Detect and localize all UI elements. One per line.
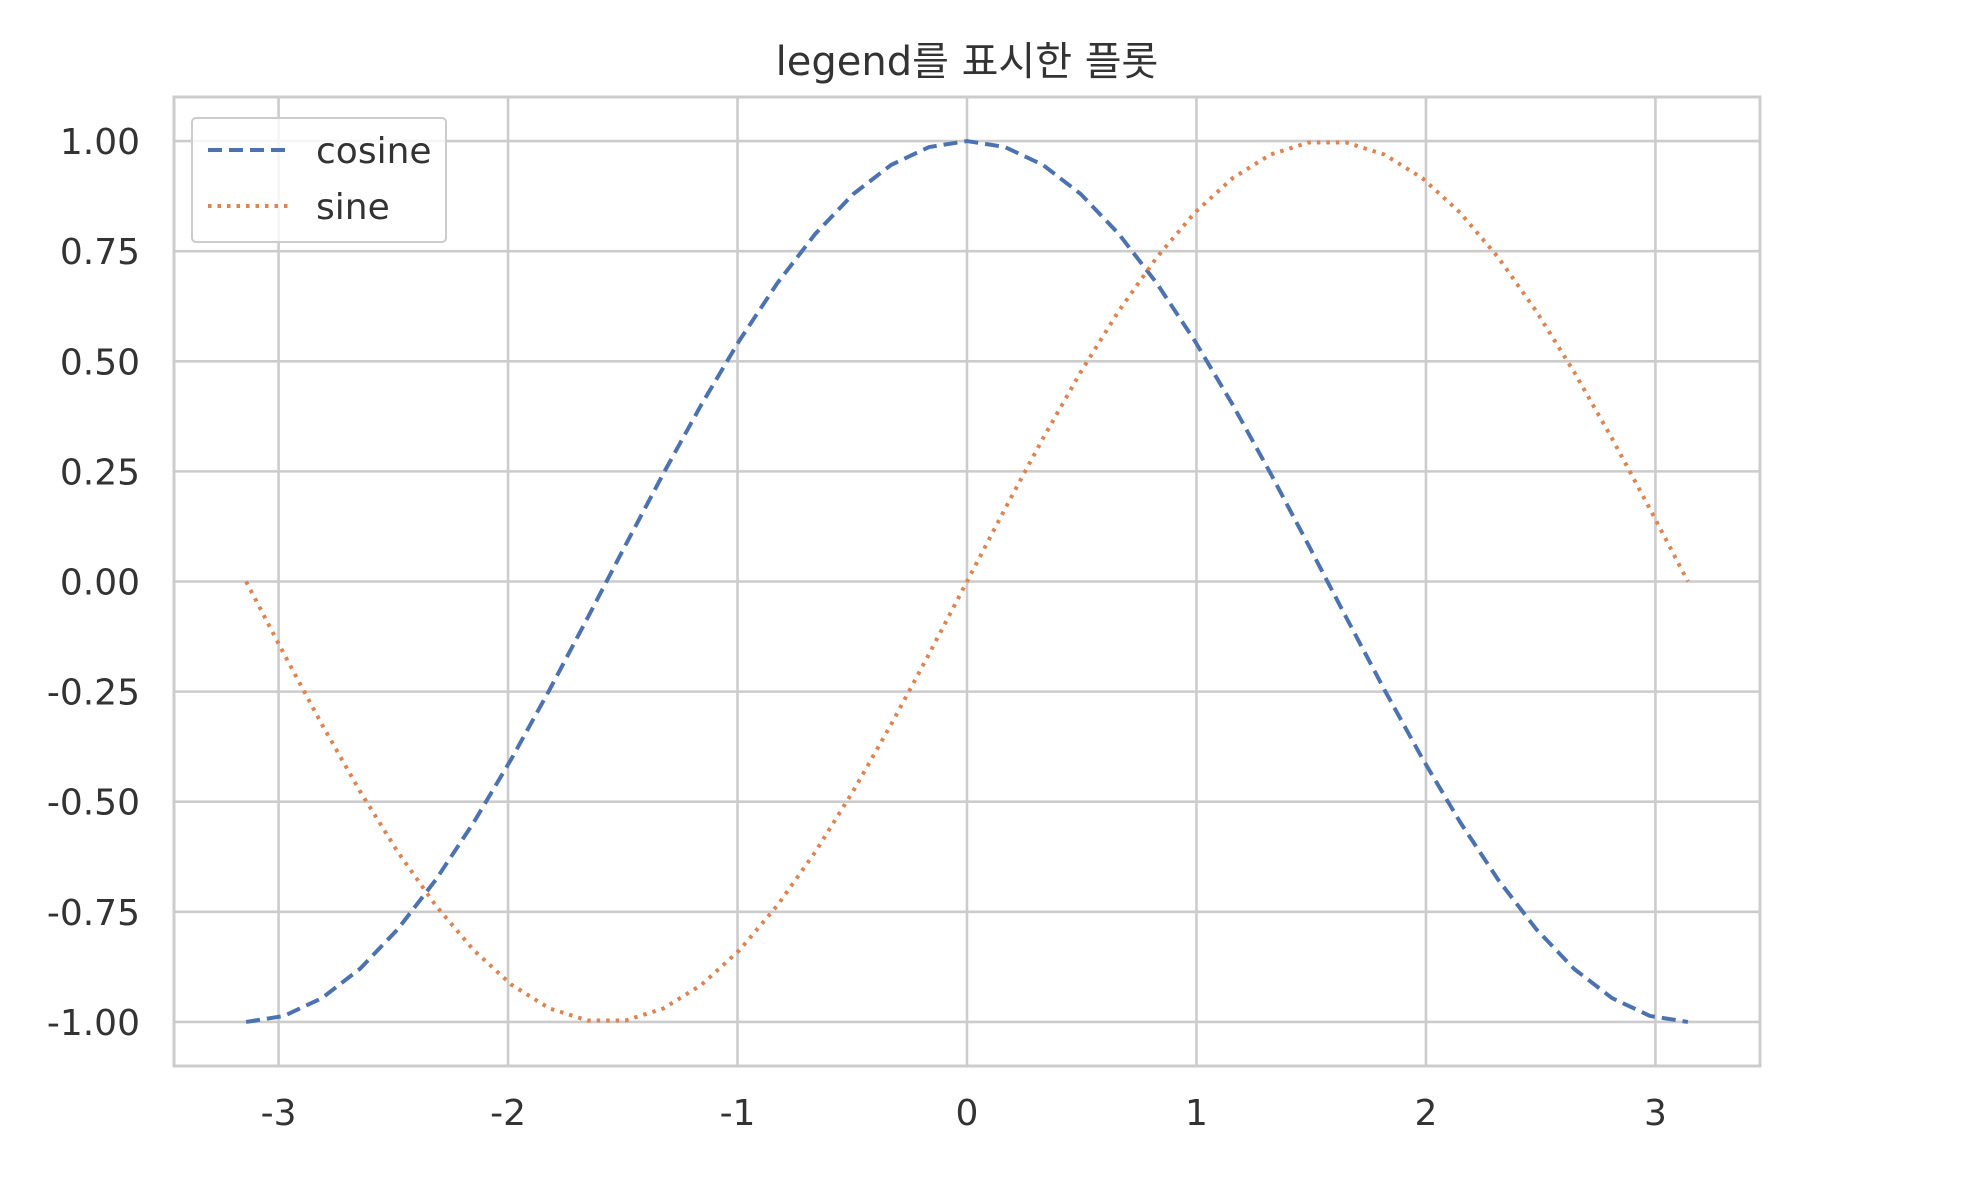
legend-label-cosine: cosine <box>316 131 432 172</box>
y-tick-label: -0.50 <box>47 783 140 824</box>
y-tick-label: 1.00 <box>60 122 140 163</box>
series-lines <box>244 139 1690 1024</box>
y-tick-label: 0.75 <box>60 232 140 273</box>
legend: cosine sine <box>191 117 447 243</box>
x-tick-label: -1 <box>720 1093 756 1134</box>
x-tick-label: 0 <box>956 1093 979 1134</box>
y-axis-tick-labels: 1.00 0.75 0.50 0.25 0.00 -0.25 -0.50 -0.75 -1.00 <box>47 122 140 1044</box>
series-line-cosine <box>245 139 1689 1024</box>
x-tick-label: -2 <box>490 1093 526 1134</box>
y-tick-label: -0.75 <box>47 893 140 934</box>
chart-title: legend를 표시한 플롯 <box>776 39 1159 85</box>
x-tick-label: 2 <box>1414 1093 1437 1134</box>
x-tick-label: -3 <box>261 1093 297 1134</box>
series-line-sine <box>244 140 1690 1023</box>
x-tick-label: 1 <box>1185 1093 1208 1134</box>
y-tick-label: -1.00 <box>47 1003 140 1044</box>
plot-area-frame <box>172 95 1762 1068</box>
x-tick-label: 3 <box>1644 1093 1667 1134</box>
y-tick-label: 0.25 <box>60 452 140 493</box>
y-tick-label: 0.00 <box>60 563 140 604</box>
y-tick-label: -0.25 <box>47 673 140 714</box>
x-axis-tick-labels: -3 -2 -1 0 1 2 3 <box>261 1093 1667 1134</box>
legend-label-sine: sine <box>316 187 390 228</box>
y-tick-label: 0.50 <box>60 342 140 383</box>
